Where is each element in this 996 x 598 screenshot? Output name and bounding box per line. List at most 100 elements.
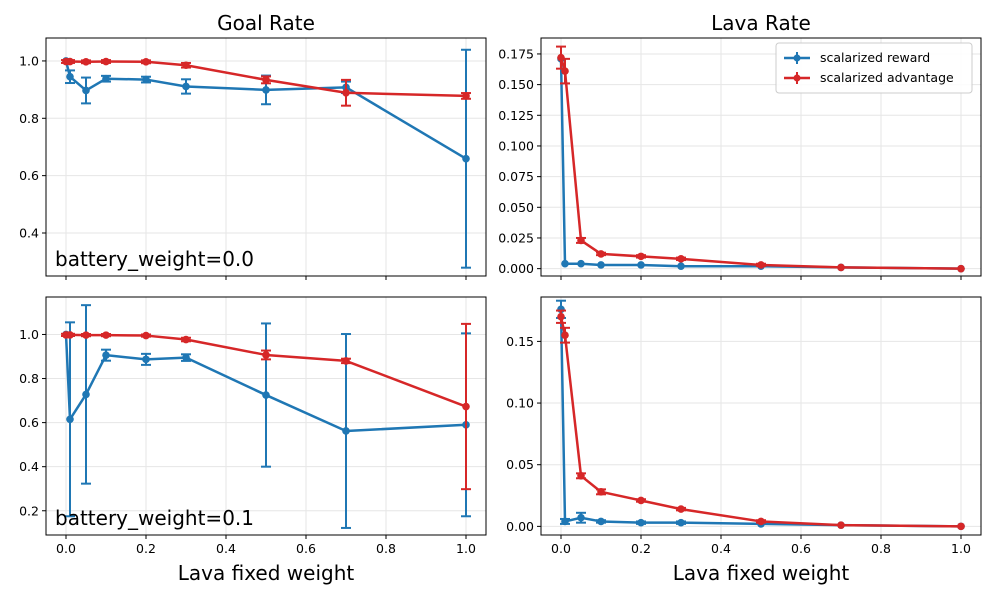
panel-2: 0.0 0.2 0.4 0.6 0.8 1.0 0.2 0.4 0.6 0.8 1.0 battery… [19,296,487,556]
data-point [342,357,350,365]
y-tick-label: 0.150 [498,77,534,92]
data-point [66,72,74,81]
y-tick-label: 0.025 [498,230,534,245]
data-point [957,522,965,531]
x-tick-label: 0.8 [871,541,891,556]
data-point [142,331,150,340]
y-tick-label: 0.125 [498,108,534,123]
data-point [102,57,110,66]
x-axis-label-left: Lava fixed weight [178,561,355,585]
axes-frame [45,296,487,536]
panel-1: 0.000 0.025 0.050 0.075 0.100 0.125 0.150 0.175 [498,37,982,280]
data-point [262,86,270,94]
y-tick-label: 0.6 [19,415,39,430]
data-point [837,263,845,272]
data-point [557,53,565,62]
data-point [577,259,585,268]
data-point [82,86,90,95]
panel-0: 0.4 0.6 0.8 1.0 battery_weight=0.0 [19,37,487,280]
data-point [182,353,190,362]
data-point [637,261,645,269]
data-point [561,331,569,340]
data-point [637,518,645,527]
x-tick-label: 0.2 [631,541,651,556]
data-point [462,402,470,411]
data-point [342,427,350,435]
x-axis-label-right: Lava fixed weight [673,561,850,585]
data-point [66,57,74,66]
y-tick-label: 1.0 [19,327,39,342]
data-point [677,262,685,270]
data-point [757,261,765,269]
y-tick-label: 0.075 [498,169,534,184]
x-tick-label: 1.0 [951,541,971,556]
series-scalarized-advantage [556,309,965,531]
data-point [557,312,565,321]
y-tick-label: 0.8 [19,111,39,126]
series-scalarized-advantage [61,322,471,491]
data-point [677,255,685,263]
y-tick-label: 0.050 [498,200,534,215]
legend: scalarized reward scalarized advantage [775,42,973,94]
x-tick-label: 0.4 [216,541,236,556]
x-tick-label: 1.0 [456,541,476,556]
legend-marker-scalarized-advantage [793,74,801,82]
legend-box [775,42,973,94]
panel-annotation: battery_weight=0.1 [55,506,254,530]
y-tick-label: 0.4 [19,459,39,474]
data-point [597,517,605,526]
legend-label-scalarized-reward: scalarized reward [820,50,930,65]
y-tick-label: 0.4 [19,225,39,240]
x-tick-label: 0.0 [56,541,76,556]
data-point [182,335,190,344]
legend-entry-scalarized-advantage: scalarized advantage [784,70,954,85]
y-tick-label: 0.000 [498,261,534,276]
data-point [102,74,110,83]
data-point [561,517,569,526]
x-tick-label: 0.0 [551,541,571,556]
panel-title-lava-rate: Lava Rate [711,11,811,35]
y-tick-label: 0.6 [19,168,39,183]
y-tick-label: 0.05 [506,457,534,472]
data-point [82,331,90,339]
data-point [82,58,90,66]
data-point [66,331,74,339]
panel-annotation: battery_weight=0.0 [55,247,254,271]
y-tick-label: 0.2 [19,503,39,518]
data-point [561,67,569,75]
x-tick-label: 0.6 [791,541,811,556]
data-point [262,391,270,399]
axes-frame [45,37,487,277]
data-point [577,236,585,245]
data-point [757,517,765,526]
x-tick-label: 0.8 [376,541,396,556]
data-point [677,505,685,513]
data-point [577,472,585,480]
data-point [837,521,845,529]
y-tick-label: 0.175 [498,46,534,61]
data-point [957,264,965,273]
data-point [82,390,90,399]
legend-entry-scalarized-reward: scalarized reward [784,50,930,65]
series-scalarized-advantage [61,57,471,107]
legend-marker-scalarized-reward [793,54,801,62]
data-point [597,250,605,258]
y-tick-label: 0.10 [506,396,534,411]
x-tick-label: 0.2 [136,541,156,556]
data-point [577,513,585,522]
data-point [182,61,190,70]
x-tick-label: 0.4 [711,541,731,556]
data-point [677,518,685,527]
data-point [142,58,150,66]
legend-label-scalarized-advantage: scalarized advantage [820,70,954,85]
panel-title-goal-rate: Goal Rate [217,11,315,35]
data-point [262,351,270,359]
data-point [142,75,150,84]
axes-frame [540,296,982,536]
data-point [637,252,645,261]
data-point [637,496,645,505]
data-point [102,351,110,359]
y-tick-label: 1.0 [19,53,39,68]
